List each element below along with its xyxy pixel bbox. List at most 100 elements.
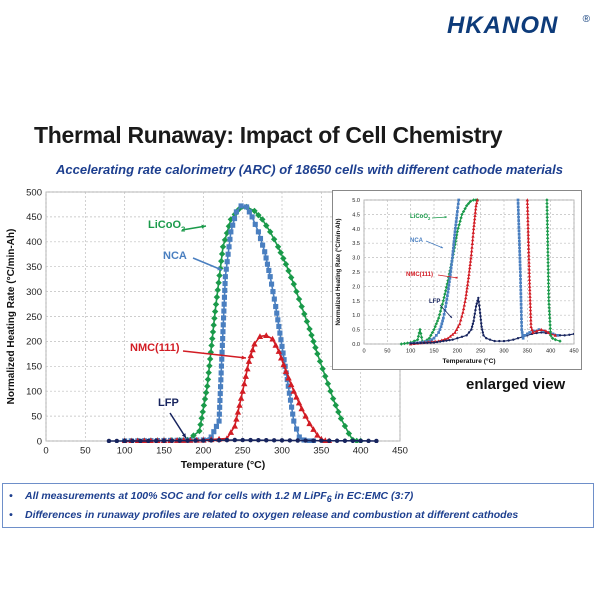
data-point-lfp [478,311,482,315]
data-point-nca [262,249,268,255]
data-point-nmc [473,210,478,214]
data-point-licoo2 [293,288,300,295]
data-point-lfp [311,438,316,443]
data-point-lfp [232,437,238,443]
data-point-licoo2_hot [558,339,562,343]
data-point-nca [246,209,252,215]
arrow-nmc [182,350,247,359]
data-point-nmc [475,198,480,202]
series-label-text: LiCoO [410,214,428,220]
data-point-nca [223,266,229,272]
data-point-licoo2_hot [545,212,549,216]
data-point-nca_hot [520,313,523,317]
data-point-nmc_hot [529,325,533,329]
data-point-nmc [460,314,464,318]
data-point-nca_hot [517,219,521,222]
data-point-licoo2 [218,257,225,265]
data-point-nca [213,423,220,429]
data-point-nca [230,222,236,228]
data-point-nca [291,418,297,424]
data-point-lfp [471,322,475,326]
data-point-licoo2 [466,201,471,206]
data-point-lfp [366,438,371,443]
data-point-nca [228,229,234,235]
data-point-nca [439,325,443,329]
data-point-lfp [563,334,566,337]
data-point-nca [267,274,273,280]
data-point-nca [454,220,458,223]
data-point-nca [437,331,441,334]
data-point-nmc [470,238,475,242]
data-point-nmc [464,292,468,296]
data-point-nmc_hot [525,208,530,212]
data-point-licoo2 [206,355,214,363]
data-point-nmc [446,336,450,340]
data-point-nca [222,280,228,287]
data-point-nmc [314,431,321,438]
data-point-nca_hot [520,317,523,321]
data-point-nmc_hot [526,215,530,219]
data-point-nmc_hot [526,212,530,216]
data-point-nmc [247,352,254,359]
data-point-nmc [471,230,476,234]
data-point-nmc [306,420,313,427]
arrowhead-nca [440,246,443,249]
data-point-nmc_hot [525,201,530,205]
data-point-licoo2 [471,198,476,202]
data-point-lfp [481,331,485,334]
data-point-nmc [464,289,469,293]
data-point-nca_hot [518,263,522,267]
data-point-licoo2 [316,358,324,365]
x-tick-label: 100 [406,349,415,355]
data-point-nca [454,226,457,230]
data-point-lfp [488,338,492,341]
data-point-lfp [445,339,448,342]
y-tick-label: 100 [26,387,42,398]
data-point-nca [452,243,456,247]
data-point-nmc [310,426,317,432]
data-point-nca [451,250,455,253]
data-point-licoo2 [255,211,262,219]
data-point-nca [220,322,226,328]
y-tick-label: 0.5 [352,328,360,334]
data-point-lfp [502,339,506,343]
brand-logo: HKANON ® [447,12,592,40]
arrowhead-lfp [181,433,186,438]
data-point-licoo2_hot [545,222,550,227]
data-point-nca_hot [518,243,521,246]
data-point-lfp [465,334,468,337]
note-2: • Differences in runaway profiles are rel… [9,507,587,523]
data-point-nca [220,335,226,342]
data-point-lfp [358,438,363,443]
data-point-nca [457,198,461,202]
data-point-licoo2 [446,278,450,283]
data-point-nca [285,383,291,389]
data-point-lfp [535,331,538,335]
data-point-licoo2_hot [546,292,551,296]
data-point-nca [227,236,233,242]
data-point-nmc_hot [527,257,531,261]
data-point-licoo2 [445,282,449,286]
data-point-licoo2 [301,310,308,318]
data-point-nca [450,263,453,267]
data-point-nmc_hot [526,236,531,240]
data-point-nmc [256,333,264,339]
series-label-licoo2: LiCoO2 [410,214,431,221]
data-point-licoo2 [218,250,226,258]
data-point-nca [446,294,449,298]
bullet-icon: • [9,509,13,522]
series-label-text: NCA [163,250,187,262]
data-point-nca_hot [520,321,523,324]
data-point-nmc_hot [527,253,531,257]
data-point-nca_hot [518,246,521,250]
data-point-lfp [516,337,520,340]
data-point-nca [441,316,445,320]
data-point-nca_hot [518,256,522,260]
data-point-nca [451,246,455,250]
data-point-nca [219,342,225,348]
data-point-licoo2 [298,303,305,310]
data-point-licoo2 [212,301,220,308]
y-tick-label: 0 [37,436,42,447]
data-point-lfp [264,438,269,443]
data-point-nca [455,216,458,220]
